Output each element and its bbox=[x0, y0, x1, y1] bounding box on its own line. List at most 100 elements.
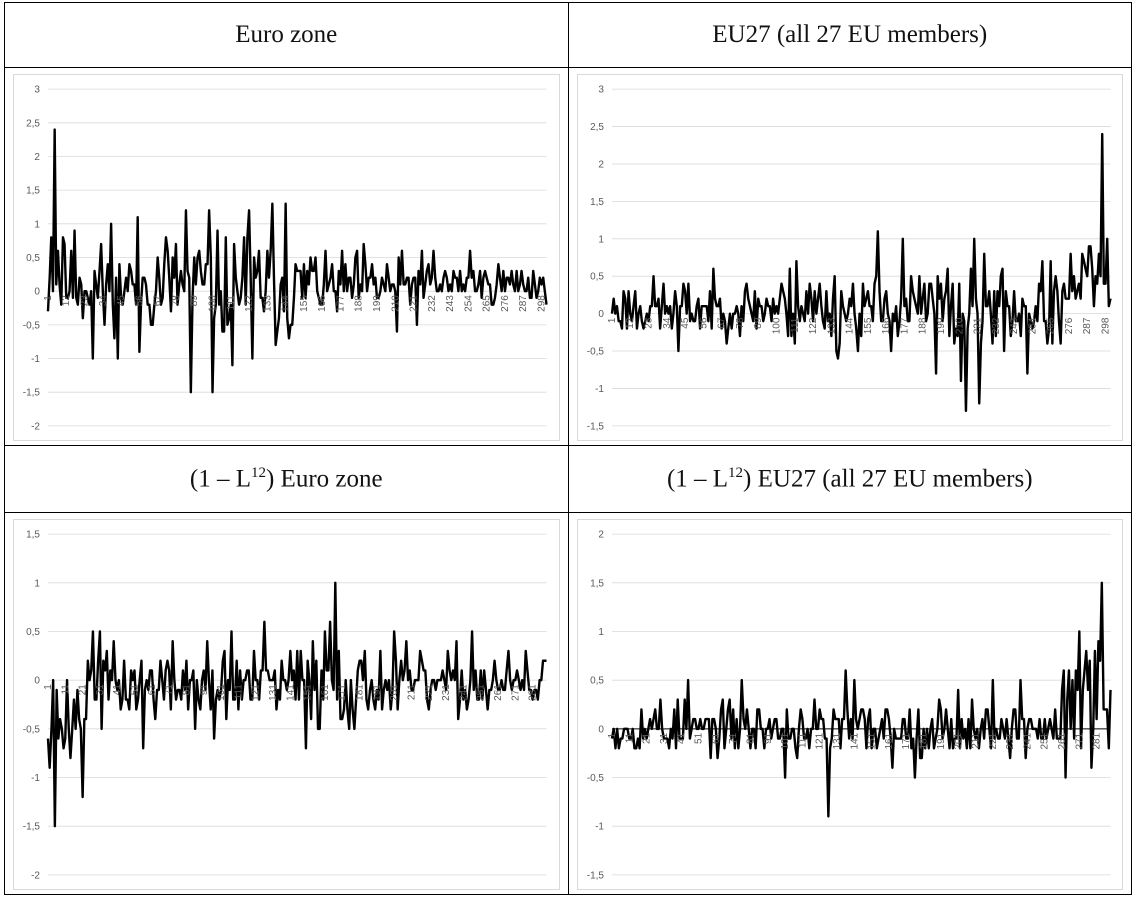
y-tick-label: 1 bbox=[598, 627, 604, 638]
x-tick-label: 111 bbox=[797, 732, 808, 748]
y-tick-label: -1,5 bbox=[586, 421, 604, 432]
x-tick-label: 261 bbox=[1057, 732, 1068, 749]
x-tick-label: 21 bbox=[641, 732, 652, 744]
x-tick-label: 12 bbox=[625, 317, 636, 329]
y-tick-label: -1 bbox=[31, 354, 40, 365]
y-tick-label: 0 bbox=[598, 724, 604, 735]
y-tick-label: -0,5 bbox=[23, 320, 41, 331]
x-tick-label: 31 bbox=[95, 684, 106, 696]
x-tick-label: 211 bbox=[406, 684, 417, 700]
x-tick-label: 298 bbox=[1100, 317, 1111, 334]
panel-header-3: (1 – L12) Euro zone bbox=[4, 445, 569, 513]
series-line bbox=[46, 581, 547, 828]
x-tick-label: 67 bbox=[153, 295, 164, 307]
x-tick-label: 1 bbox=[606, 732, 617, 738]
x-tick-label: 45 bbox=[116, 295, 127, 307]
x-tick-label: 276 bbox=[1063, 317, 1074, 334]
x-tick-label: 71 bbox=[164, 684, 175, 696]
x-tick-label: 51 bbox=[130, 684, 141, 696]
x-tick-label: 121 bbox=[814, 732, 825, 749]
y-tick-label: 0,5 bbox=[26, 627, 40, 638]
chart-area-1: -2 -1,5 -1 -0,5 0 0,5 1 1,5 2 2,5 3 1 12 23 34 45 56 67 78… bbox=[13, 74, 560, 441]
x-tick-label: 91 bbox=[762, 732, 773, 744]
x-tick-label: 221 bbox=[424, 684, 435, 701]
x-tick-label: 89 bbox=[753, 317, 764, 329]
x-tick-label: 271 bbox=[510, 684, 521, 701]
chart-grid: Euro zone EU27 (all 27 EU members) -2 -1,… bbox=[4, 2, 1132, 895]
x-tick-label: 201 bbox=[389, 684, 400, 701]
x-tick-label: 23 bbox=[80, 295, 91, 307]
y-tick-label: 0 bbox=[34, 676, 40, 687]
panel-header-1: Euro zone bbox=[4, 2, 569, 68]
y-tick-label: 2,5 bbox=[26, 118, 40, 129]
x-tick-label: 199 bbox=[372, 295, 383, 312]
x-tick-label: 199 bbox=[936, 317, 947, 334]
x-tick-label: 78 bbox=[734, 317, 745, 329]
x-tick-label: 56 bbox=[134, 295, 145, 307]
x-tick-label: 111 bbox=[226, 295, 237, 311]
y-tick-label: 0,5 bbox=[590, 676, 604, 687]
x-tick-label: 298 bbox=[537, 295, 548, 312]
x-tick-label: 181 bbox=[918, 732, 929, 749]
y-tick-label: 1,5 bbox=[26, 186, 40, 197]
x-tick-label: 122 bbox=[244, 295, 255, 312]
x-tick-label: 276 bbox=[500, 295, 511, 312]
line-chart-euro-zone: -2 -1,5 -1 -0,5 0 0,5 1 1,5 2 2,5 3 1 12 23 34 45 56 67 78… bbox=[23, 85, 548, 432]
x-tick-label: 45 bbox=[680, 317, 691, 329]
x-tick-label: 101 bbox=[216, 684, 227, 701]
panel-title-4: (1 – L12) EU27 (all 27 EU members) bbox=[666, 464, 1033, 493]
x-tick-label: 131 bbox=[832, 732, 843, 749]
x-tick-label: 34 bbox=[98, 295, 109, 307]
x-tick-label: 161 bbox=[320, 684, 331, 701]
y-tick-label: 2,5 bbox=[590, 122, 604, 133]
x-tick-label: 122 bbox=[808, 317, 819, 334]
y-tick-label: -0,5 bbox=[23, 724, 41, 735]
x-tick-label: 171 bbox=[901, 732, 912, 749]
x-tick-label: 221 bbox=[972, 317, 983, 334]
x-tick-label: 34 bbox=[661, 317, 672, 329]
x-tick-label: 271 bbox=[1074, 732, 1085, 749]
x-tick-label: 231 bbox=[441, 684, 452, 701]
x-tick-label: 31 bbox=[658, 732, 669, 744]
y-tick-label: -1,5 bbox=[586, 870, 604, 881]
x-tick-label: 1 bbox=[43, 684, 54, 690]
x-tick-label: 261 bbox=[493, 684, 504, 701]
panel-title-1: Euro zone bbox=[235, 21, 338, 48]
x-tick-label: 265 bbox=[1045, 317, 1056, 334]
y-tick-label: 1 bbox=[598, 234, 604, 245]
x-tick-label: 287 bbox=[1082, 317, 1093, 334]
panel-cell-2: -1,5 -1 -0,5 0 0,5 1 1,5 2 2,5 3 1 12 23 34 45 56 67 78 89… bbox=[567, 67, 1132, 446]
chart-area-3: -2 -1,5 -1 -0,5 0 0,5 1 1,5 1 11 21 31 41 51 61 71 81 91 1… bbox=[13, 519, 560, 890]
x-tick-label: 56 bbox=[698, 317, 709, 329]
y-tick-label: 1 bbox=[34, 219, 40, 230]
x-tick-label: 100 bbox=[771, 317, 782, 334]
x-tick-label: 1 bbox=[43, 295, 54, 301]
y-tick-label: 1,5 bbox=[590, 197, 604, 208]
x-tick-label: 71 bbox=[728, 732, 739, 744]
y-tick-label: 1,5 bbox=[26, 530, 40, 541]
x-tick-label: 251 bbox=[1039, 732, 1050, 749]
x-tick-label: 61 bbox=[147, 684, 158, 696]
x-tick-label: 11 bbox=[60, 684, 71, 695]
x-tick-label: 81 bbox=[181, 684, 192, 696]
x-tick-label: 265 bbox=[482, 295, 493, 312]
y-tick-label: 2 bbox=[34, 152, 40, 163]
series-line bbox=[610, 132, 1112, 413]
x-tick-label: 221 bbox=[409, 295, 420, 312]
series-line bbox=[610, 581, 1112, 818]
x-tick-label: 121 bbox=[251, 684, 262, 701]
x-tick-label: 231 bbox=[1005, 732, 1016, 749]
chart-area-2: -1,5 -1 -0,5 0 0,5 1 1,5 2 2,5 3 1 12 23 34 45 56 67 78 89… bbox=[576, 74, 1123, 441]
panel-title-2: EU27 (all 27 EU members) bbox=[712, 21, 988, 48]
line-chart-diff-eu27: -1,5-1-0,500,511,521 11 21 31 41 51 61 71 81 91 10… bbox=[586, 530, 1112, 881]
y-tick-label: 0,5 bbox=[590, 272, 604, 283]
x-tick-label: 166 bbox=[317, 295, 328, 312]
y-tick-label: 0 bbox=[598, 309, 604, 320]
x-tick-label: 81 bbox=[745, 732, 756, 744]
x-tick-label: 210 bbox=[954, 317, 965, 334]
x-tick-label: 51 bbox=[693, 732, 704, 744]
x-tick-label: 67 bbox=[716, 317, 727, 329]
x-tick-label: 111 bbox=[789, 317, 800, 333]
x-tick-label: 91 bbox=[199, 684, 210, 696]
panel-cell-1: -2 -1,5 -1 -0,5 0 0,5 1 1,5 2 2,5 3 1 12 23 34 45 56 67 78… bbox=[4, 67, 569, 446]
